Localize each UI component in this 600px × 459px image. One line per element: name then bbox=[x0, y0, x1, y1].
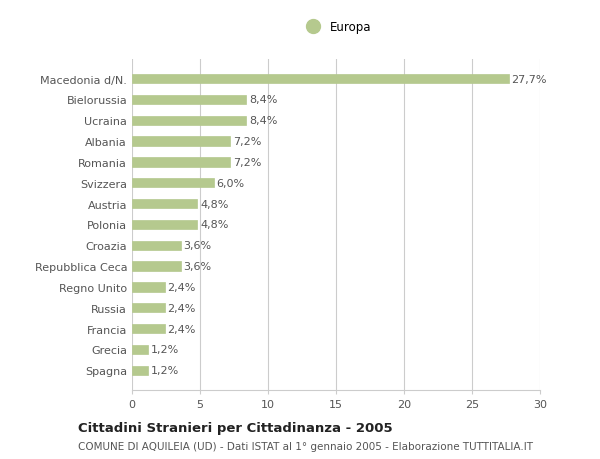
Text: 8,4%: 8,4% bbox=[249, 116, 277, 126]
Text: 7,2%: 7,2% bbox=[233, 157, 261, 168]
Text: 3,6%: 3,6% bbox=[184, 241, 212, 251]
Text: 8,4%: 8,4% bbox=[249, 95, 277, 105]
Text: 6,0%: 6,0% bbox=[217, 179, 244, 188]
Bar bbox=[132, 179, 214, 188]
Bar bbox=[132, 220, 197, 230]
Legend: Europa: Europa bbox=[296, 16, 376, 39]
Bar bbox=[132, 158, 230, 167]
Bar bbox=[132, 262, 181, 271]
Text: 1,2%: 1,2% bbox=[151, 345, 179, 355]
Bar bbox=[132, 137, 230, 146]
Bar bbox=[132, 75, 509, 84]
Text: 2,4%: 2,4% bbox=[167, 324, 196, 334]
Text: Cittadini Stranieri per Cittadinanza - 2005: Cittadini Stranieri per Cittadinanza - 2… bbox=[78, 421, 392, 434]
Bar bbox=[132, 366, 148, 375]
Bar bbox=[132, 116, 246, 126]
Bar bbox=[132, 241, 181, 250]
Text: 27,7%: 27,7% bbox=[511, 74, 547, 84]
Bar bbox=[132, 345, 148, 354]
Text: 3,6%: 3,6% bbox=[184, 262, 212, 271]
Bar bbox=[132, 200, 197, 209]
Bar bbox=[132, 95, 246, 105]
Text: 4,8%: 4,8% bbox=[200, 220, 229, 230]
Text: 1,2%: 1,2% bbox=[151, 365, 179, 375]
Bar bbox=[132, 303, 164, 313]
Bar bbox=[132, 283, 164, 292]
Text: COMUNE DI AQUILEIA (UD) - Dati ISTAT al 1° gennaio 2005 - Elaborazione TUTTITALI: COMUNE DI AQUILEIA (UD) - Dati ISTAT al … bbox=[78, 441, 533, 451]
Text: 7,2%: 7,2% bbox=[233, 137, 261, 147]
Text: 2,4%: 2,4% bbox=[167, 303, 196, 313]
Text: 2,4%: 2,4% bbox=[167, 282, 196, 292]
Bar bbox=[132, 324, 164, 334]
Text: 4,8%: 4,8% bbox=[200, 199, 229, 209]
